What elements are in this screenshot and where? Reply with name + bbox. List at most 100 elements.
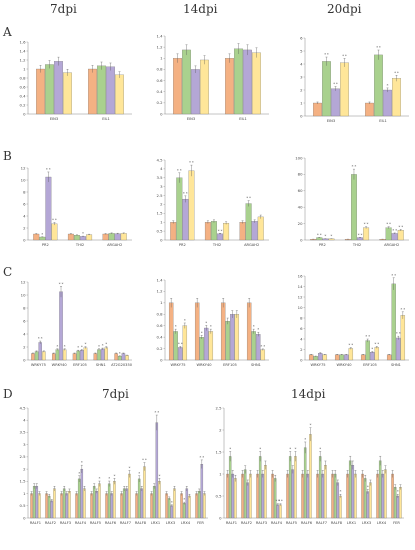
bar-pr2-series-1 bbox=[170, 222, 177, 241]
x-tick-label-wrky40: WRKY40 bbox=[336, 363, 352, 367]
x-tick-label-thi2: THI2 bbox=[212, 243, 221, 247]
significance-marker: * bbox=[114, 474, 116, 478]
y-tick-label: 0.8 bbox=[19, 75, 26, 80]
y-tick-label: 1.5 bbox=[19, 479, 26, 484]
bar-pr2-series-2 bbox=[316, 237, 323, 241]
y-tick-label: 0 bbox=[219, 515, 222, 520]
significance-marker: * * bbox=[324, 53, 329, 57]
y-tick-label: 0.6 bbox=[19, 84, 26, 89]
y-tick-label: 0.4 bbox=[156, 89, 163, 94]
significance-marker: * * bbox=[394, 71, 399, 75]
x-tick-label-ralf1: RALF1 bbox=[30, 521, 41, 525]
x-tick-label-erf105: ERF105 bbox=[223, 363, 237, 367]
y-tick-label: 2 bbox=[23, 466, 26, 471]
bar-ralf6-series-4 bbox=[309, 434, 312, 519]
significance-marker: * bbox=[171, 500, 173, 504]
bar-lrx3-series-1 bbox=[361, 473, 364, 519]
bar-fer-series-1 bbox=[391, 473, 394, 519]
bar-pr2-series-1 bbox=[310, 239, 317, 241]
significance-marker: * * bbox=[391, 273, 396, 277]
bar-erf105-series-4 bbox=[374, 347, 380, 361]
significance-marker: * bbox=[310, 423, 312, 427]
x-tick-label-argah2: ARGAH2 bbox=[244, 243, 259, 247]
bar-at2g20350-series-1 bbox=[114, 353, 118, 361]
bar-ralf8-series-3 bbox=[336, 482, 340, 519]
significance-marker: * * bbox=[375, 342, 380, 346]
bar-ein3-series-1 bbox=[313, 102, 322, 117]
header-20dpi-top: 20dpi bbox=[327, 2, 362, 16]
bar-lrx4-series-2 bbox=[182, 503, 186, 519]
significance-marker: * bbox=[371, 347, 373, 351]
significance-marker: * * bbox=[386, 222, 391, 226]
y-tick-label: 0.4 bbox=[19, 93, 26, 98]
bar-thi2-series-4 bbox=[363, 227, 370, 241]
significance-marker: * * bbox=[218, 229, 223, 233]
bar-ralf6-series-3 bbox=[306, 473, 310, 519]
chart-a-14dpi: 0 0.2 0.4 0.6 0.8 1 1.2 1.4 EIN3 EIL1 bbox=[156, 33, 269, 121]
bar-eil1-series-1 bbox=[88, 68, 97, 115]
y-tick-label: 0.5 bbox=[215, 493, 222, 498]
bar-shn1-series-4 bbox=[104, 347, 109, 361]
x-tick-label-pr2: PR2 bbox=[179, 243, 186, 247]
bar-wrky40-series-1 bbox=[334, 354, 340, 361]
bar-shn1-series-3 bbox=[396, 337, 401, 361]
bar-ralf5-series-2 bbox=[92, 486, 96, 519]
bar-ralf7-series-4 bbox=[128, 473, 131, 519]
significance-marker: * bbox=[108, 477, 110, 481]
bar-ralf1-series-2 bbox=[228, 456, 232, 519]
y-tick-label: 1.2 bbox=[156, 289, 163, 294]
bar-eil1-series-3 bbox=[243, 49, 252, 115]
significance-marker: * bbox=[64, 344, 66, 348]
bar-wrky40-series-2 bbox=[55, 349, 60, 361]
bar-wrky75-series-3 bbox=[38, 342, 42, 361]
bar-ralf2-series-3 bbox=[50, 500, 54, 519]
significance-marker: * * bbox=[342, 54, 347, 58]
x-tick-label-erf105: ERF105 bbox=[73, 363, 87, 367]
x-tick-label-ralf2: RALF2 bbox=[45, 521, 56, 525]
y-tick-label: 8 bbox=[23, 189, 26, 194]
bar-argah2-series-4 bbox=[257, 216, 264, 241]
y-tick-label: 1 bbox=[160, 56, 163, 61]
x-tick-label-eil1: EIL1 bbox=[239, 117, 247, 121]
bar-ralf3-series-4 bbox=[68, 490, 71, 519]
significance-marker: * bbox=[340, 490, 342, 494]
bar-ralf8-series-1 bbox=[135, 493, 138, 519]
y-tick-label: 4 bbox=[23, 418, 26, 423]
bar-ralf2-series-4 bbox=[53, 488, 56, 519]
y-tick-label: 10 bbox=[21, 177, 26, 182]
bar-lrx4-series-4 bbox=[188, 495, 191, 519]
bar-fer-series-3 bbox=[200, 464, 204, 519]
bar-eil1-series-1 bbox=[225, 58, 234, 115]
x-tick-label-ein3: EIN3 bbox=[50, 117, 58, 121]
x-tick-label-ralf7: RALF7 bbox=[316, 521, 327, 525]
bar-ralf6-series-1 bbox=[105, 493, 108, 519]
x-tick-label-ralf8: RALF8 bbox=[331, 521, 343, 525]
significance-marker: * bbox=[81, 345, 83, 349]
y-tick-label: 0 bbox=[300, 237, 303, 242]
significance-marker: * * bbox=[349, 343, 354, 347]
chart-c-14dpi: 00.20.40.60.811.21.4** **WRKY75***WRKY40… bbox=[156, 277, 269, 367]
significance-marker: * * bbox=[352, 165, 357, 169]
bar-argah2-series-2 bbox=[245, 203, 252, 241]
bar-ralf3-series-3 bbox=[261, 473, 265, 519]
significance-marker: * * bbox=[155, 411, 160, 415]
bar-ralf2-series-2 bbox=[243, 469, 247, 519]
bar-at2g20350-series-4 bbox=[125, 355, 129, 361]
bar-pr2-series-3 bbox=[45, 176, 52, 241]
bar-eil1-series-4 bbox=[252, 52, 261, 115]
significance-marker: * * bbox=[358, 233, 363, 237]
y-tick-label: 4 bbox=[23, 213, 26, 218]
y-tick-label: 6 bbox=[300, 35, 303, 40]
bar-wrky40-series-4 bbox=[208, 331, 214, 361]
bar-wrky40-series-3 bbox=[204, 327, 209, 361]
bar-wrky40-series-3 bbox=[344, 354, 349, 361]
y-tick-label: 0 bbox=[23, 111, 26, 116]
bar-thi2-series-2 bbox=[74, 235, 80, 241]
bar-ralf4-series-4 bbox=[83, 488, 86, 519]
x-tick-label-wrky40: WRKY40 bbox=[196, 363, 212, 367]
bar-ralf4-series-1 bbox=[271, 473, 274, 519]
y-tick-label: 4 bbox=[160, 166, 163, 171]
x-tick-label-lrx4: LRX4 bbox=[377, 521, 387, 525]
significance-marker: * bbox=[81, 461, 83, 465]
significance-marker: * * bbox=[365, 335, 370, 339]
